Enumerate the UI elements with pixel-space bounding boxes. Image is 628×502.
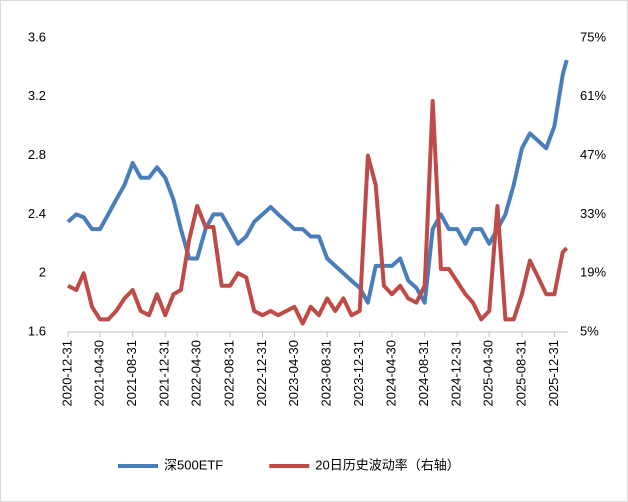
x-tick-label: 2024-12-31 — [449, 340, 464, 407]
y2-tick-label: 33% — [580, 206, 606, 221]
y2-tick-label: 61% — [580, 88, 606, 103]
x-tick-label: 2023-04-30 — [286, 340, 301, 407]
y2-tick-label: 5% — [580, 323, 599, 338]
x-tick-label: 2025-12-31 — [546, 340, 561, 407]
x-tick-label: 2020-12-31 — [59, 340, 74, 407]
y2-tick-label: 47% — [580, 147, 606, 162]
legend-label: 深500ETF — [164, 457, 223, 472]
y2-tick-label: 75% — [580, 29, 606, 44]
x-tick-label: 2024-08-31 — [416, 340, 431, 407]
x-tick-label: 2021-12-31 — [157, 340, 172, 407]
x-tick-label: 2025-04-30 — [481, 340, 496, 407]
x-tick-label: 2021-04-30 — [91, 340, 106, 407]
x-tick-label: 2022-08-31 — [221, 340, 236, 407]
y-tick-label: 3.2 — [28, 88, 46, 103]
x-tick-label: 2023-12-31 — [351, 340, 366, 407]
x-tick-label: 2024-04-30 — [383, 340, 398, 407]
y2-tick-label: 19% — [580, 265, 606, 280]
x-tick-label: 2025-08-31 — [513, 340, 528, 407]
x-tick-label: 2023-08-31 — [319, 340, 334, 407]
data-line — [67, 99, 569, 326]
y-tick-label: 2.4 — [28, 206, 46, 221]
legend-label: 20日历史波动率（右轴） — [315, 457, 459, 472]
x-tick-label: 2021-08-31 — [124, 340, 139, 407]
x-tick-label: 2022-04-30 — [189, 340, 204, 407]
y-tick-label: 2.8 — [28, 147, 46, 162]
y-tick-label: 1.6 — [28, 323, 46, 338]
x-tick-label: 2022-12-31 — [254, 340, 269, 407]
y-tick-label: 2 — [39, 265, 46, 280]
data-line — [66, 59, 569, 305]
y-tick-label: 3.6 — [28, 29, 46, 44]
